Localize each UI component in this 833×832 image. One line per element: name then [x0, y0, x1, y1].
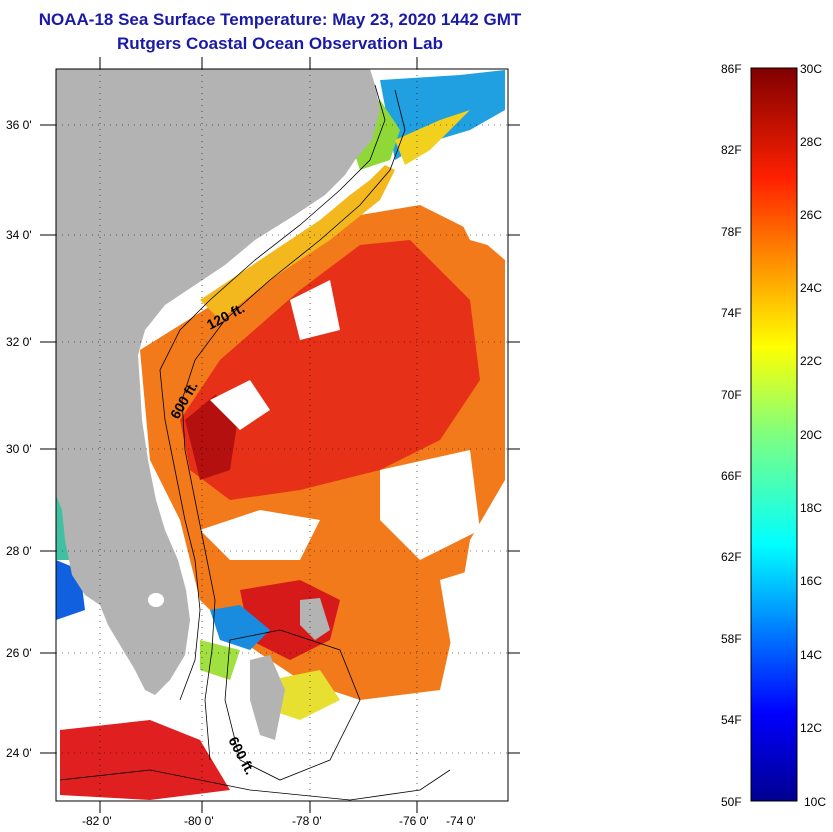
colorbar-label-f: 82F	[721, 143, 742, 157]
cloud-mask-4	[200, 510, 320, 560]
lat-label: 32 0'	[6, 335, 32, 349]
lat-label: 28 0'	[6, 544, 32, 558]
colorbar-label-c: 14C	[800, 648, 823, 662]
colorbar-label-c: 20C	[800, 428, 823, 442]
bathymetry-120ft	[159, 84, 386, 701]
sst-yellow-shelf	[200, 165, 395, 320]
lon-label: -82 0'	[82, 814, 112, 828]
land-lake-okeechobee	[148, 593, 164, 607]
colorbar-label-c: 28C	[800, 135, 823, 149]
lon-label: -76 0'	[399, 814, 429, 828]
sst-warm-core	[180, 240, 480, 500]
lat-label: 26 0'	[6, 646, 32, 660]
colorbar-label-f: 78F	[721, 225, 742, 239]
colorbar-label-c: 10C	[804, 795, 827, 809]
colorbar-label-f: 58F	[721, 632, 742, 646]
graticule	[56, 69, 508, 801]
sst-bahamas-cool	[210, 605, 270, 650]
sst-yellow-north	[395, 110, 470, 165]
colorbar	[750, 67, 798, 802]
lat-label: 34 0'	[6, 228, 32, 242]
colorbar-label-f: 54F	[721, 713, 742, 727]
colorbar-label-f: 86F	[721, 62, 742, 76]
colorbar-label-c: 16C	[800, 574, 823, 588]
lon-label: -80 0'	[184, 814, 214, 828]
colorbar-label-c: 26C	[800, 208, 823, 222]
bathymetry-south	[59, 769, 451, 801]
cloud-mask-1	[290, 280, 340, 340]
colorbar-label-c: 22C	[800, 354, 823, 368]
lon-label: -78 0'	[292, 814, 322, 828]
colorbar-label-f: 74F	[721, 306, 742, 320]
colorbar-label-f: 70F	[721, 388, 742, 402]
lat-label: 24 0'	[6, 746, 32, 760]
sst-bahamas-yellow	[270, 670, 340, 720]
colorbar-label-c: 18C	[800, 501, 823, 515]
cloud-mask-7	[440, 170, 505, 250]
lat-label: 36 0'	[6, 118, 32, 132]
frame-ticks	[40, 57, 520, 813]
map-title: NOAA-18 Sea Surface Temperature: May 23,…	[38, 10, 522, 29]
lat-label: 30 0'	[6, 442, 32, 456]
cloud-mask-2	[210, 380, 270, 430]
sst-green-straits	[200, 640, 240, 680]
lon-label: -74 0'	[446, 814, 476, 828]
colorbar-label-c: 24C	[800, 281, 823, 295]
cloud-mask-3	[380, 450, 480, 560]
colorbar-label-f: 62F	[721, 550, 742, 564]
land-bahamas-andros	[250, 655, 285, 740]
colorbar-label-f: 66F	[721, 469, 742, 483]
colorbar-label-c: 12C	[800, 721, 823, 735]
bathymetry-bahamas	[224, 629, 361, 781]
sst-south-red	[60, 720, 230, 800]
bathymetry-600ft	[181, 89, 406, 761]
map-subtitle: Rutgers Coastal Ocean Observation Lab	[117, 34, 443, 53]
land-bahamas-abaco	[300, 598, 330, 640]
cloud-mask-5	[440, 560, 505, 700]
colorbar-label-f: 50F	[721, 795, 742, 809]
colorbar-label-c: 30C	[800, 62, 823, 76]
land-southeast-us	[56, 69, 380, 695]
